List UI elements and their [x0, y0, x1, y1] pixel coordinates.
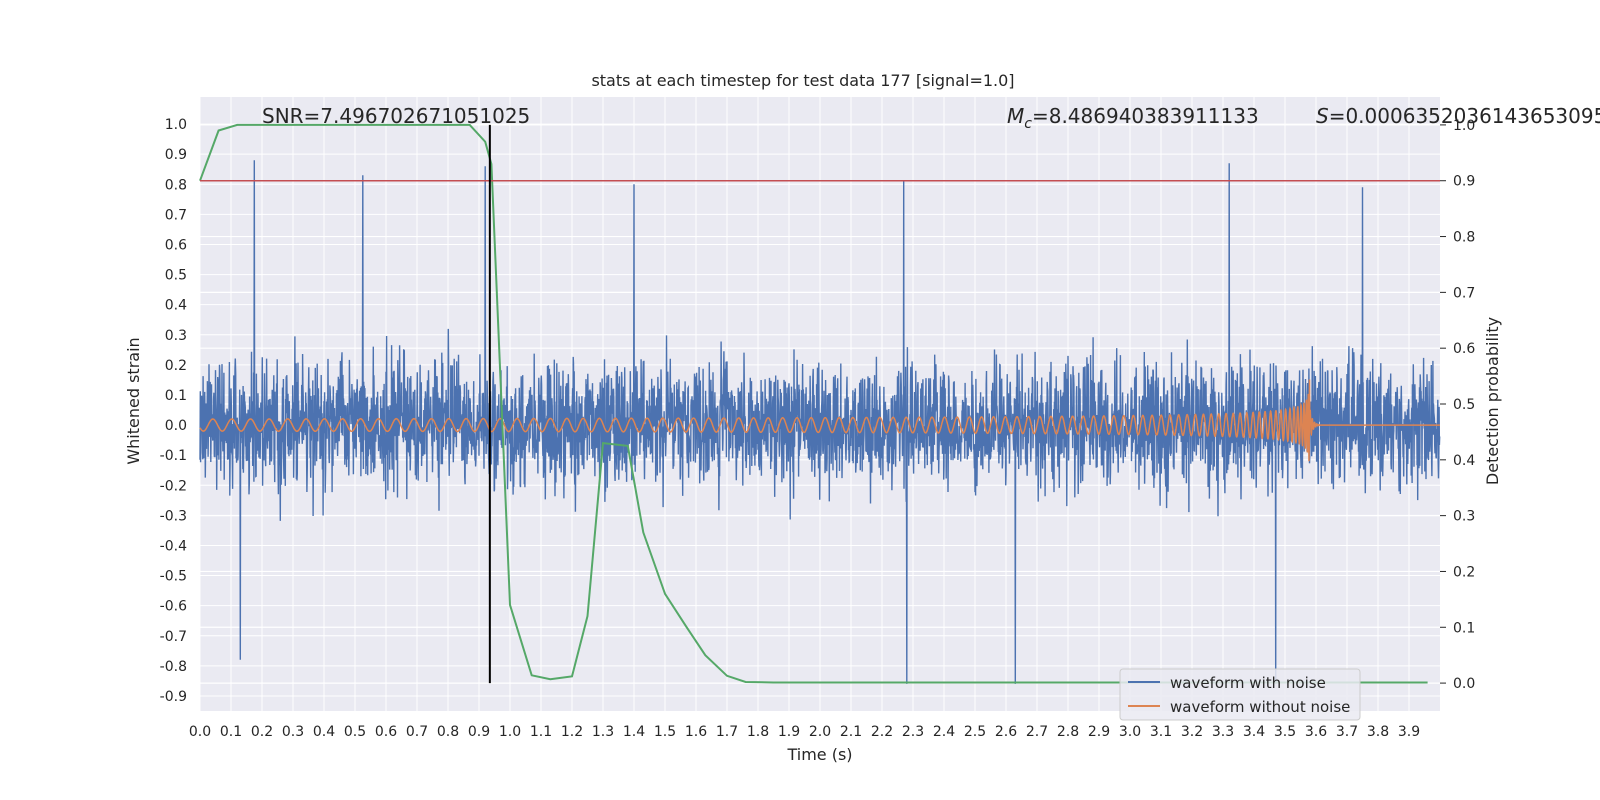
y-tick-label: 0.9: [165, 147, 187, 163]
x-tick-label: 3.5: [1274, 724, 1296, 740]
legend-box: [1119, 668, 1361, 721]
x-tick-label: 0.4: [313, 724, 335, 740]
x-tick-label: 2.8: [1057, 724, 1079, 740]
y-tick-label: 1.0: [165, 117, 187, 133]
x-tick-label: 2.0: [809, 724, 831, 740]
x-axis-label: Time (s): [786, 745, 852, 764]
x-tick-label: 1.3: [592, 724, 614, 740]
x-tick-label: 2.1: [840, 724, 862, 740]
y2-tick-label: 0.3: [1453, 509, 1475, 525]
x-tick-label: 3.1: [1150, 724, 1172, 740]
y-tick-label: -0.9: [160, 689, 187, 705]
y2-tick-label: 0.9: [1453, 174, 1475, 190]
y-tick-label: -0.1: [160, 448, 187, 464]
y-tick-label: -0.2: [160, 478, 187, 494]
x-tick-label: 0.3: [282, 724, 304, 740]
x-tick-label: 1.6: [685, 724, 707, 740]
noise-line: [199, 160, 1441, 684]
x-tick-label: 2.6: [995, 724, 1017, 740]
legend-label-noise: waveform with noise: [1170, 674, 1326, 692]
legend-label-clean: waveform without noise: [1170, 698, 1350, 716]
x-tick-label: 0.2: [251, 724, 273, 740]
probability-line: [199, 123, 1428, 684]
x-tick-label: 0.9: [468, 724, 490, 740]
mc-value: =8.486940383911133: [1032, 104, 1259, 128]
x-tick-label: 2.5: [964, 724, 986, 740]
x-tick-label: 0.7: [406, 724, 428, 740]
x-tick-label: 1.4: [623, 724, 645, 740]
y-tick-label: 0.2: [165, 358, 187, 374]
clean-line: [199, 379, 1440, 462]
y2-tick-label: 0.2: [1453, 564, 1475, 580]
x-tick-label: 0.1: [220, 724, 242, 740]
clean-series: [199, 379, 1440, 462]
y2-tick-label: 0.1: [1453, 620, 1475, 636]
x-tick-label: 0.8: [437, 724, 459, 740]
x-tick-label: 2.7: [1026, 724, 1048, 740]
x-tick-label: 2.3: [902, 724, 924, 740]
x-tick-label: 1.0: [499, 724, 521, 740]
x-tick-label: 3.7: [1336, 724, 1358, 740]
y-tick-label: -0.5: [160, 569, 187, 585]
legend: waveform with noise waveform without noi…: [1119, 668, 1361, 721]
y-tick-label: 0.0: [165, 418, 187, 434]
x-tick-label: 3.8: [1367, 724, 1389, 740]
noise-series: [199, 160, 1441, 684]
x-tick-label: 1.7: [716, 724, 738, 740]
y-tick-label: 0.8: [165, 177, 187, 193]
chart-title: stats at each timestep for test data 177…: [591, 71, 1014, 90]
x-tick-label: 2.2: [871, 724, 893, 740]
y2-tick-label: 0.0: [1453, 676, 1475, 692]
y-tick-label: 0.4: [165, 298, 187, 314]
y2-tick-label: 0.4: [1453, 453, 1475, 469]
x-tick-label: 2.9: [1088, 724, 1110, 740]
x-tick-label: 1.8: [747, 724, 769, 740]
y-axis-ticks: 1.0 0.9 0.8 0.7 0.6 0.5 0.4 0.3 0.2 0.1 0.0 -0.1 -0.…: [160, 117, 187, 705]
y-tick-label: 0.1: [165, 388, 187, 404]
y-tick-label: 0.7: [165, 207, 187, 223]
y-tick-label: 0.6: [165, 237, 187, 253]
x-tick-label: 3.3: [1212, 724, 1234, 740]
x-tick-label: 1.5: [654, 724, 676, 740]
x-tick-label: 3.2: [1181, 724, 1203, 740]
mc-symbol: M: [1007, 104, 1024, 128]
x-tick-label: 1.9: [778, 724, 800, 740]
y2-tick-label: 0.7: [1453, 285, 1475, 301]
x-axis-ticks: 0.0 0.1 0.2 0.3 0.4 0.5 0.6 0.7 0.8 0.9 1.0 1.1 1.2 1…: [189, 724, 1420, 740]
s-symbol: S: [1316, 104, 1329, 128]
x-tick-label: 3.6: [1305, 724, 1327, 740]
s-value: =0.0006352036143653095: [1329, 104, 1600, 128]
x-tick-label: 3.9: [1398, 724, 1420, 740]
snr-annotation: SNR=7.496702671051025: [262, 104, 530, 128]
y-tick-label: -0.3: [160, 508, 187, 524]
y-tick-label: -0.6: [160, 599, 187, 615]
mc-subscript: c: [1024, 116, 1032, 132]
x-tick-label: 0.6: [375, 724, 397, 740]
y2-axis-label: Detection probability: [1483, 317, 1502, 485]
y2-tick-label: 0.5: [1453, 397, 1475, 413]
y-tick-label: -0.7: [160, 629, 187, 645]
overlays: [200, 124, 1440, 684]
s-annotation: S=0.0006352036143653095: [1316, 104, 1600, 128]
y-tick-label: -0.8: [160, 659, 187, 675]
y-tick-label: 0.5: [165, 268, 187, 284]
x-tick-label: 0.0: [189, 724, 211, 740]
y2-tick-label: 1.0: [1453, 118, 1475, 134]
mc-annotation: Mc=8.486940383911133: [1007, 104, 1259, 132]
x-tick-label: 1.2: [561, 724, 583, 740]
y-tick-label: 0.3: [165, 328, 187, 344]
x-tick-label: 1.1: [530, 724, 552, 740]
x-tick-label: 3.4: [1243, 724, 1265, 740]
x-tick-label: 0.5: [344, 724, 366, 740]
y2-axis-ticks: 1.0 0.9 0.8 0.7 0.6 0.5 0.4 0.3 0.2 0.1 0.0: [1440, 118, 1475, 692]
y-tick-label: -0.4: [160, 538, 187, 554]
x-tick-label: 3.0: [1119, 724, 1141, 740]
y2-tick-label: 0.6: [1453, 341, 1475, 357]
x-tick-label: 2.4: [933, 724, 955, 740]
y2-tick-label: 0.8: [1453, 230, 1475, 246]
y-axis-label: Whitened strain: [124, 337, 143, 464]
probability-series: [199, 123, 1428, 684]
